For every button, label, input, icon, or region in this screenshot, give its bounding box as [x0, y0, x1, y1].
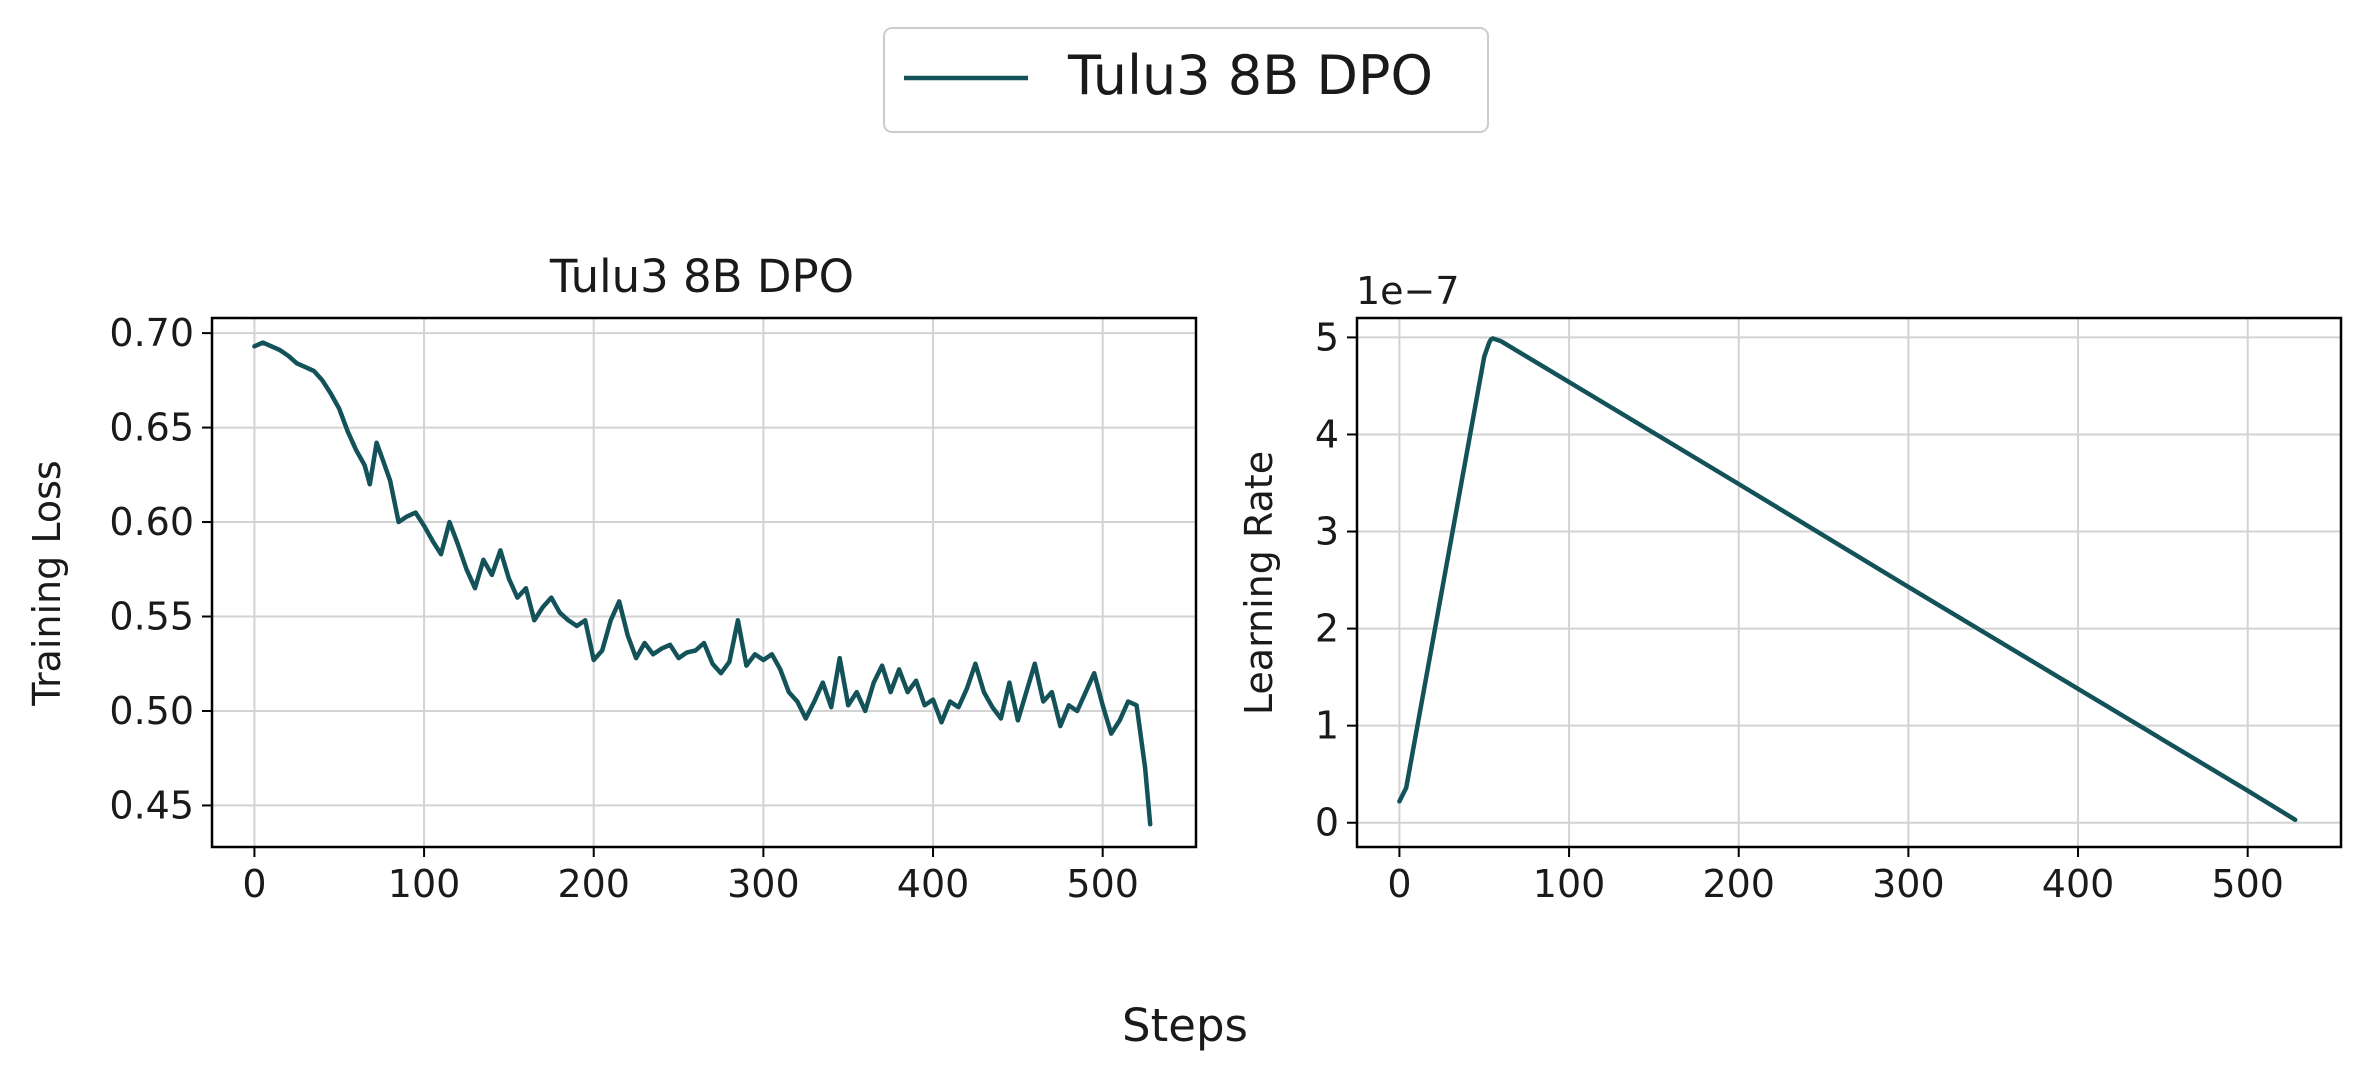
- x-tick-label: 0: [242, 862, 266, 906]
- x-ticks: 0 100 200 300 400 500: [242, 847, 1139, 906]
- y-axis-label: Learning Rate: [1237, 451, 1281, 715]
- legend: Tulu3 8B DPO: [883, 27, 1489, 133]
- y-tick-label: 0: [1315, 801, 1339, 845]
- series-line-group: [252, 340, 1153, 827]
- x-tick-label: 100: [388, 862, 461, 906]
- series-line: [252, 340, 1153, 827]
- grid: [1357, 318, 2341, 847]
- series-line-group: [1397, 336, 2298, 823]
- y-ticks: 0 1 2 3 4 5: [1315, 315, 1357, 845]
- x-tick-label: 200: [557, 862, 630, 906]
- legend-frame: [883, 27, 1489, 133]
- y-tick-label: 0.45: [109, 783, 194, 827]
- y-tick-label: 0.60: [109, 500, 194, 544]
- grid: [212, 318, 1196, 847]
- y-tick-label: 2: [1315, 607, 1339, 651]
- y-axis-label: Training Loss: [25, 460, 69, 706]
- y-tick-label: 1: [1315, 704, 1339, 748]
- plot-frame: [210, 316, 1198, 849]
- x-tick-label: 100: [1533, 862, 1606, 906]
- chart-learning-rate: 1e−7 0 100 200 300 400 500 0 1 2 3 4 5 Learning Ra…: [1237, 269, 2343, 906]
- y-tick-label: 3: [1315, 510, 1339, 554]
- x-tick-label: 500: [2211, 862, 2284, 906]
- x-tick-label: 400: [897, 862, 970, 906]
- chart-title: Tulu3 8B DPO: [549, 250, 854, 303]
- x-tick-label: 400: [2042, 862, 2115, 906]
- y-ticks: 0.45 0.50 0.55 0.60 0.65 0.70: [109, 311, 212, 827]
- y-tick-label: 0.55: [109, 595, 194, 639]
- chart-training-loss: Tulu3 8B DPO 0 100 200 300 400 500 0.450.500.…: [25, 250, 1198, 906]
- x-tick-label: 0: [1387, 862, 1411, 906]
- y-tick-label: 4: [1315, 412, 1339, 456]
- y-tick-label: 5: [1315, 315, 1339, 359]
- x-tick-label: 200: [1702, 862, 1775, 906]
- series-line: [1397, 336, 2298, 823]
- y-tick-label: 0.50: [109, 689, 194, 733]
- plot-frame: [1355, 316, 2343, 849]
- x-ticks: 0 100 200 300 400 500: [1387, 847, 2284, 906]
- y-tick-label: 0.70: [109, 311, 194, 355]
- x-tick-label: 300: [727, 862, 800, 906]
- legend-label: Tulu3 8B DPO: [1067, 44, 1433, 107]
- y-scale-label: 1e−7: [1356, 269, 1460, 313]
- figure-x-axis-label: Steps: [1122, 999, 1248, 1052]
- y-tick-label: 0.65: [109, 406, 194, 450]
- x-tick-label: 300: [1872, 862, 1945, 906]
- x-tick-label: 500: [1066, 862, 1139, 906]
